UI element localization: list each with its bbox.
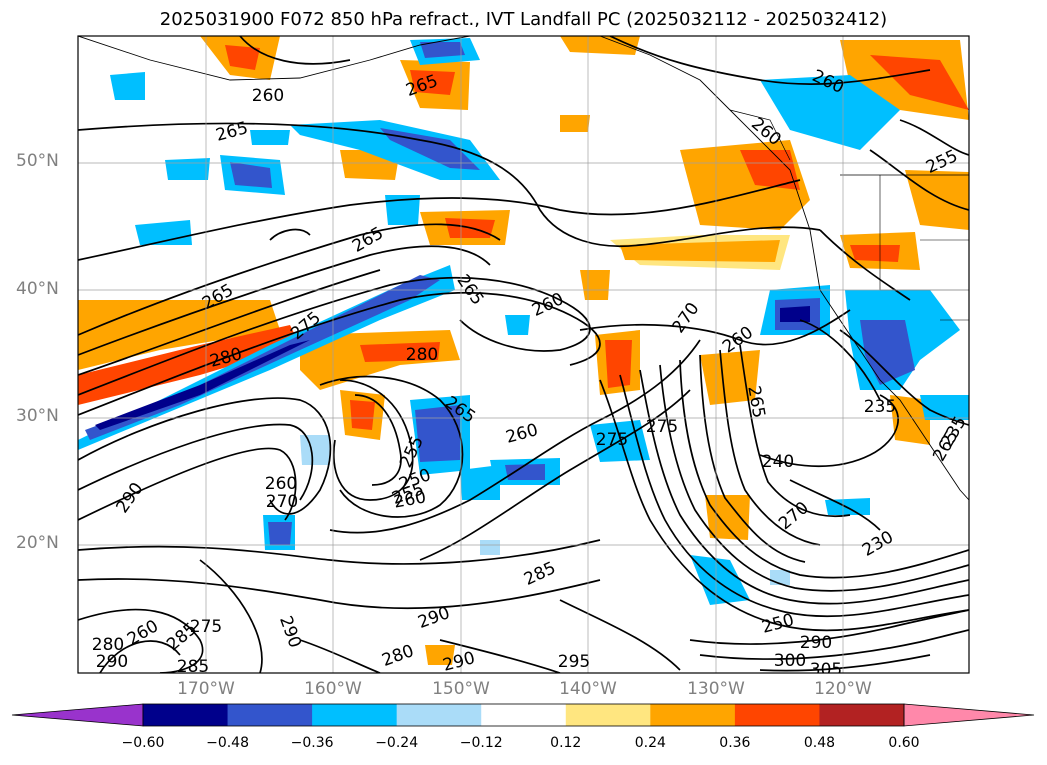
lon-tick-130w: 130°W [687, 679, 745, 699]
colorbar-bin [143, 704, 229, 726]
colorbar-tick-label: 0.60 [888, 735, 920, 751]
map-frame [77, 35, 970, 674]
contour-label: 300 [774, 651, 806, 671]
colorbar-extend-max [903, 703, 1035, 727]
colorbar-bin [565, 704, 651, 726]
contour-label: 240 [762, 452, 794, 472]
contour-label: 290 [800, 633, 832, 653]
colorbar-tick-label: 0.48 [803, 735, 836, 751]
colorbar-tick-label: −0.48 [206, 735, 249, 751]
colorbar-bin [819, 704, 905, 726]
colorbar-bin [481, 704, 567, 726]
contour-label: 280 [406, 345, 438, 365]
lat-tick-30n: 30°N [16, 406, 59, 426]
refractivity-contours [78, 36, 969, 673]
contour-label: 275 [646, 417, 678, 437]
lon-tick-160w: 160°W [304, 679, 362, 699]
contour-label: 275 [596, 430, 628, 450]
contour-label: 290 [96, 652, 128, 672]
contour-label: 285 [177, 657, 209, 677]
colorbar-tick-label: −0.36 [290, 735, 334, 751]
lon-tick-170w: 170°W [177, 679, 235, 699]
lat-tick-40n: 40°N [16, 279, 59, 299]
map-title: 2025031900 F072 850 hPa refract., IVT La… [159, 9, 888, 30]
lat-tick-20n: 20°N [16, 533, 59, 553]
colorbar-extend-min [11, 703, 144, 727]
colorbar [11, 703, 1035, 727]
colorbar-tick-label: −0.12 [459, 735, 503, 751]
contour-label: 280 [92, 635, 124, 655]
positive-shading [78, 36, 969, 665]
lon-tick-150w: 150°W [432, 679, 490, 699]
lon-tick-120w: 120°W [814, 679, 872, 699]
contour-label: 305 [810, 660, 842, 680]
colorbar-bin [396, 704, 482, 726]
colorbar-tick-label: 0.12 [550, 735, 582, 751]
contour-label: 270 [266, 492, 298, 512]
contour-label: 260 [252, 86, 284, 106]
colorbar-bin [227, 704, 313, 726]
contour-label: 275 [190, 617, 222, 637]
colorbar-bin [312, 704, 398, 726]
colorbar-tick-label: −0.60 [121, 735, 165, 751]
colorbar-tick-label: 0.24 [634, 735, 666, 751]
colorbar-frame [142, 703, 905, 727]
lon-tick-140w: 140°W [559, 679, 617, 699]
graticule [78, 36, 969, 673]
colorbar-tick-label: 0.36 [719, 735, 751, 751]
colorbar-bin [734, 704, 820, 726]
contour-label: 235 [864, 397, 896, 417]
colorbar-bin [650, 704, 736, 726]
contour-label: 295 [558, 652, 590, 672]
colorbar-tick-label: −0.24 [375, 735, 419, 751]
lat-tick-50n: 50°N [16, 151, 59, 171]
contour-label: 260 [265, 474, 297, 494]
